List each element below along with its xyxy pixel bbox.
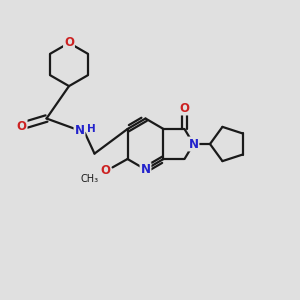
Text: H: H bbox=[87, 124, 96, 134]
Text: O: O bbox=[179, 101, 190, 115]
Text: N: N bbox=[74, 124, 85, 137]
Text: N: N bbox=[188, 137, 199, 151]
Text: O: O bbox=[16, 119, 27, 133]
Text: O: O bbox=[64, 36, 74, 50]
Text: N: N bbox=[140, 163, 151, 176]
Text: CH₃: CH₃ bbox=[80, 174, 98, 184]
Text: O: O bbox=[100, 164, 110, 178]
